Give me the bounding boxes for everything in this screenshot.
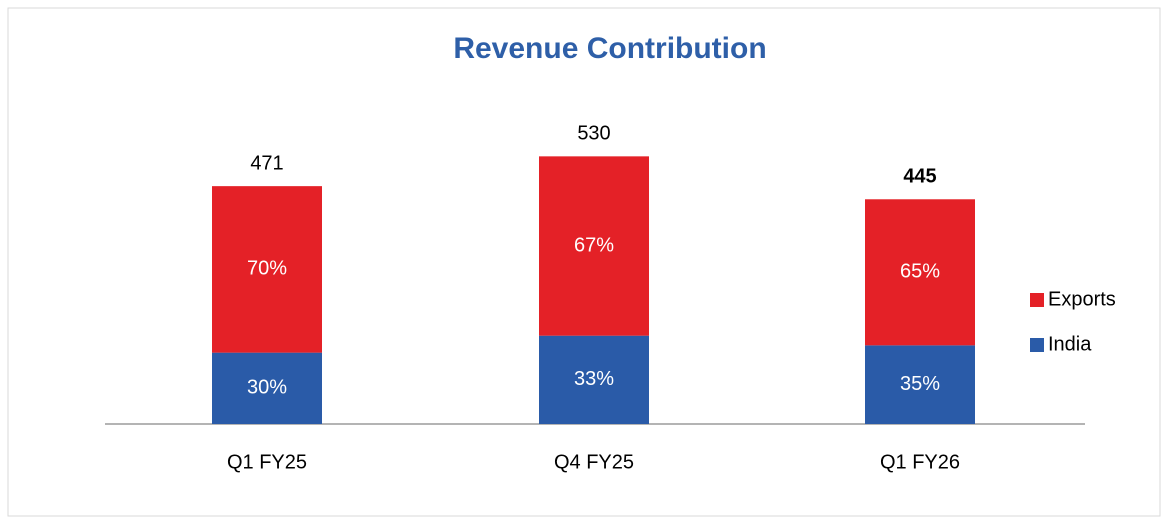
legend-label: Exports: [1048, 288, 1116, 310]
segment-label: 33%: [574, 368, 614, 390]
segment-label: 65%: [900, 261, 940, 283]
bar-segment: [212, 186, 322, 353]
bar-segment: [539, 335, 649, 424]
x-tick-label: Q1 FY26: [880, 451, 960, 473]
bar-segment: [865, 345, 975, 424]
chart-title: Revenue Contribution: [453, 32, 766, 65]
segment-label: 35%: [900, 373, 940, 395]
legend-label: India: [1048, 333, 1092, 355]
total-label: 445: [903, 166, 936, 188]
bar-segment: [212, 352, 322, 424]
total-label: 471: [250, 152, 283, 174]
segment-label: 67%: [574, 234, 614, 256]
bar-segment: [865, 199, 975, 346]
segment-label: 70%: [247, 258, 287, 280]
bar-segment: [539, 156, 649, 336]
legend-swatch: [1030, 338, 1044, 352]
legend-swatch: [1030, 293, 1044, 307]
x-tick-label: Q4 FY25: [554, 451, 634, 473]
segment-label: 30%: [247, 377, 287, 399]
x-tick-label: Q1 FY25: [227, 451, 307, 473]
total-label: 530: [577, 123, 610, 145]
